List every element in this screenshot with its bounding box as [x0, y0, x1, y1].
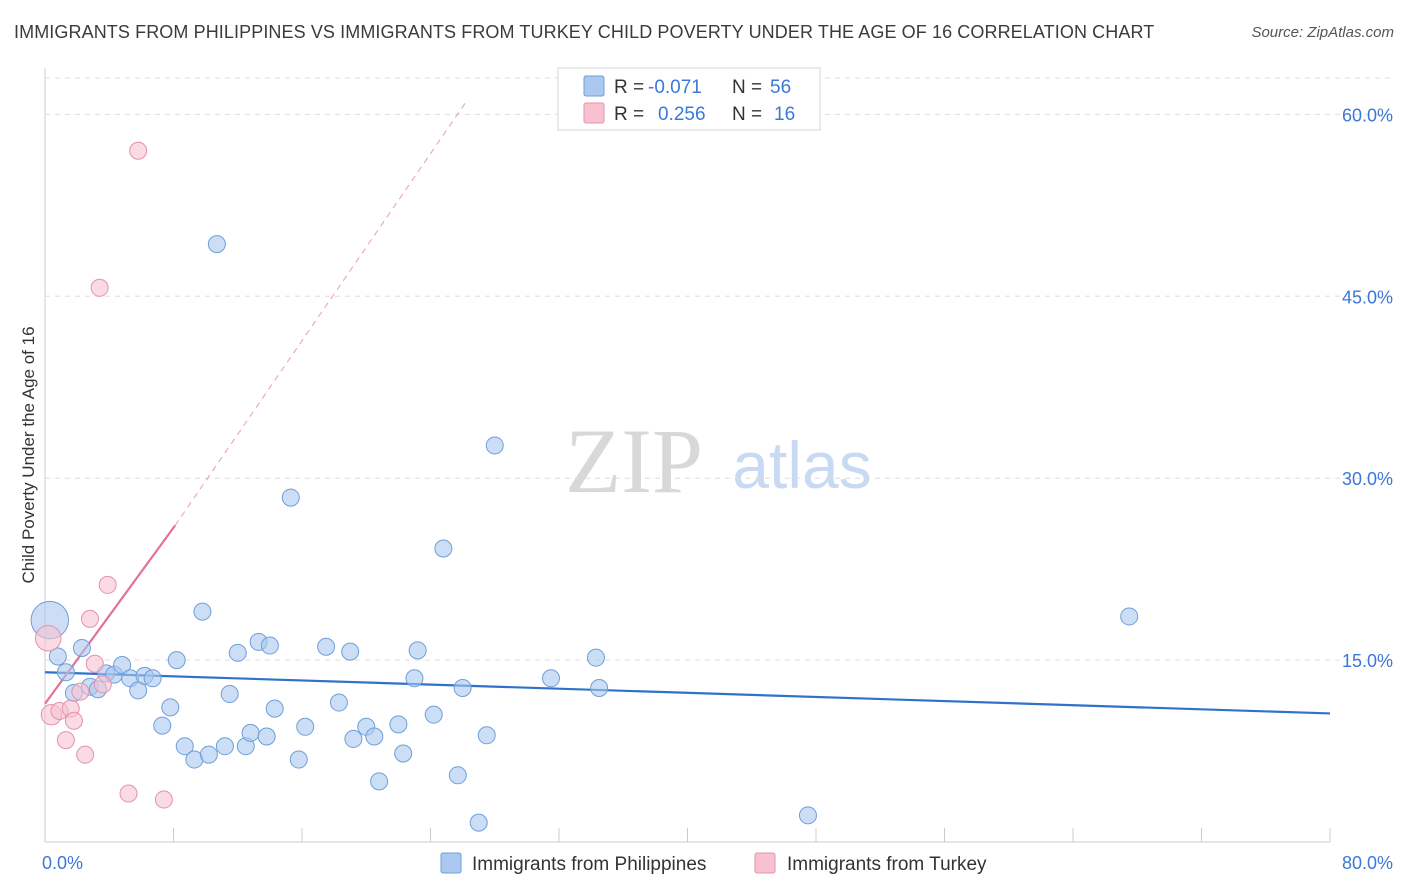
x-tick-label: 80.0% — [1342, 853, 1393, 873]
legend-box: R = -0.071 N = 56 R = 0.256 N = 16 — [557, 67, 821, 131]
point-turkey — [34, 625, 62, 652]
point-turkey — [129, 141, 148, 160]
point-turkey — [119, 784, 138, 803]
point-philippines — [370, 772, 389, 791]
watermark-atlas: atlas — [732, 428, 871, 502]
point-turkey — [56, 731, 75, 750]
point-philippines — [265, 699, 284, 718]
legend-n-label: N = — [732, 104, 762, 125]
point-philippines — [199, 745, 218, 764]
point-turkey — [154, 790, 173, 809]
y-tick-label: 60.0% — [1342, 105, 1393, 125]
point-philippines — [161, 698, 180, 717]
point-philippines — [241, 723, 260, 742]
point-philippines — [56, 663, 75, 682]
point-philippines — [296, 717, 315, 736]
point-turkey — [71, 682, 90, 701]
point-philippines — [448, 766, 467, 785]
y-tick-label: 15.0% — [1342, 651, 1393, 671]
series-label-philippines: Immigrants from Philippines — [472, 854, 706, 875]
series-label-turkey: Immigrants from Turkey — [787, 854, 987, 875]
point-philippines — [175, 737, 194, 756]
y-tick-label: 30.0% — [1342, 469, 1393, 489]
point-philippines — [257, 727, 276, 746]
point-philippines — [220, 685, 239, 704]
point-turkey — [76, 745, 95, 764]
point-philippines — [344, 729, 363, 748]
trendline-turkey-extension — [174, 99, 468, 526]
point-philippines — [389, 715, 408, 734]
point-philippines — [260, 636, 279, 655]
watermark: ZIP atlas — [565, 410, 872, 512]
point-philippines — [289, 750, 308, 769]
legend-r-label: R = — [614, 104, 644, 125]
series-swatch-philippines — [440, 852, 462, 874]
legend-n-value: 56 — [770, 77, 791, 98]
legend-r-label: R = — [614, 77, 644, 98]
point-philippines — [477, 726, 496, 745]
point-philippines — [48, 647, 67, 666]
legend-n-value: 16 — [774, 104, 795, 125]
point-philippines — [586, 648, 605, 667]
point-philippines — [798, 806, 817, 825]
point-turkey — [93, 675, 112, 694]
source-credit: Source: ZipAtlas.com — [1251, 24, 1394, 41]
point-philippines — [193, 602, 212, 621]
point-philippines — [590, 678, 609, 697]
y-tick-label: 45.0% — [1342, 287, 1393, 307]
point-philippines — [143, 669, 162, 688]
point-philippines — [153, 716, 172, 735]
point-philippines — [365, 727, 384, 746]
point-turkey — [80, 609, 99, 628]
point-philippines — [329, 693, 348, 712]
point-turkey — [85, 654, 104, 673]
point-philippines — [424, 705, 443, 724]
watermark-zip: ZIP — [565, 410, 703, 512]
point-philippines — [207, 235, 226, 254]
point-philippines — [394, 744, 413, 763]
point-philippines — [469, 813, 488, 832]
point-philippines — [541, 669, 560, 688]
legend-r-value: -0.071 — [648, 77, 702, 98]
x-tick-label: 0.0% — [42, 853, 83, 873]
point-turkey — [64, 711, 83, 730]
point-philippines — [281, 488, 300, 507]
legend-r-value: 0.256 — [658, 104, 706, 125]
legend-swatch-philippines — [583, 75, 605, 97]
point-philippines — [317, 637, 336, 656]
series-legend: Immigrants from Philippines Immigrants f… — [440, 852, 987, 875]
point-philippines — [485, 436, 504, 455]
point-philippines — [113, 655, 132, 674]
point-philippines — [434, 539, 453, 558]
point-philippines — [228, 643, 247, 662]
point-turkey — [98, 575, 117, 594]
legend-swatch-turkey — [583, 102, 605, 124]
point-philippines — [341, 642, 360, 661]
point-turkey — [90, 278, 109, 297]
point-philippines — [405, 669, 424, 688]
point-philippines — [72, 638, 91, 657]
trendline-philippines — [44, 671, 1331, 715]
point-philippines — [408, 641, 427, 660]
point-philippines — [215, 737, 234, 756]
legend-n-label: N = — [732, 77, 762, 98]
chart-title: IMMIGRANTS FROM PHILIPPINES VS IMMIGRANT… — [14, 22, 1155, 42]
series-swatch-turkey — [754, 852, 776, 874]
point-philippines — [1120, 607, 1139, 626]
y-axis-title: Child Poverty Under the Age of 16 — [19, 326, 38, 583]
point-philippines — [167, 651, 186, 670]
point-philippines — [453, 678, 472, 697]
